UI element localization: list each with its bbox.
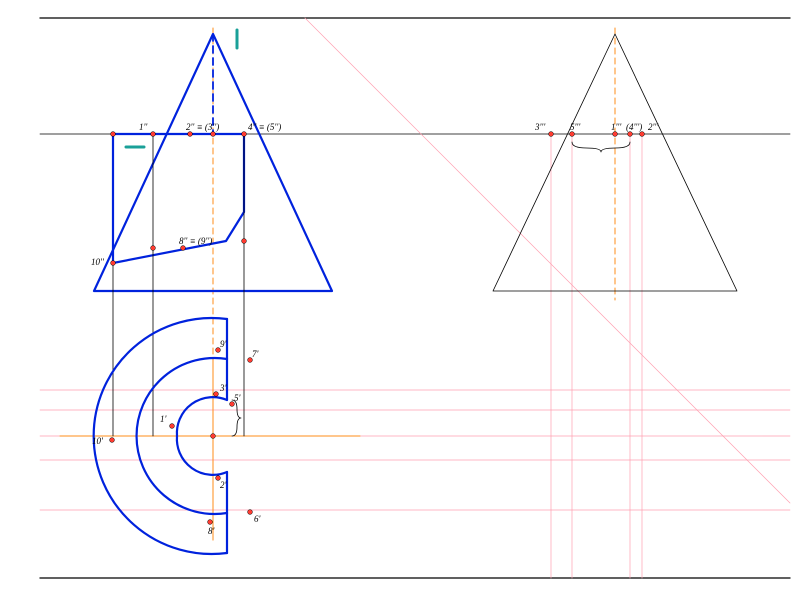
plan-pt-2 [214,392,219,397]
miter-line [305,18,790,503]
plan-label-4: 1' [160,414,168,424]
side-label-1: 5''' [570,122,581,132]
plan-label-6: 2' [220,480,228,490]
plan-label-5: 10' [92,436,104,446]
side-brace [572,142,630,152]
plan-center-pt-0 [211,434,216,439]
extra-front-pt-3 [151,246,156,251]
plan-inner-arc-top [177,397,227,436]
extra-front-pt-0 [211,132,216,137]
front-label-2: 4'' ≡ (5'') [248,122,281,132]
front-label-4: 10'' [91,257,105,267]
plan-label-1: 7' [252,349,260,359]
side-pt-4 [640,132,645,137]
plan-label-2: 3' [219,383,228,393]
plan-pt-4 [170,424,175,429]
front-pt-2 [242,132,247,137]
side-label-2: 1''' [611,122,622,132]
front-pt-1 [188,132,193,137]
plan-pt-8 [248,510,253,515]
front-label-0: 1'' [139,122,148,132]
plan-label-7: 8' [208,526,216,536]
front-pt-0 [151,132,156,137]
side-label-4: 2''' [648,122,659,132]
front-pt-4 [111,261,116,266]
front-label-1: 2'' ≡ (3'') [186,122,219,132]
plan-pt-7 [208,520,213,525]
side-pt-0 [549,132,554,137]
side-pt-1 [570,132,575,137]
drawing-canvas: 1'' 2'' ≡ (3'') 4'' ≡ (5'') 8'' ≡ (9'') 10''… [0,0,800,600]
plan-label-8: 6' [254,514,262,524]
side-label-0: 3''' [534,122,546,132]
noop [177,400,227,436]
plan-label-3: 5' [234,393,242,403]
extra-front-pt-2 [242,239,247,244]
side-pt-3 [628,132,633,137]
front-label-3: 8'' ≡ (9'') [179,236,212,246]
plan-pt-5 [110,438,115,443]
extra-front-pt-1 [111,132,116,137]
plan-inner-arc-bot [177,436,227,475]
plan-label-0: 9' [220,339,228,349]
front-pt-3 [181,246,186,251]
side-pt-2 [613,132,618,137]
side-label-3: (4''') [626,122,642,132]
